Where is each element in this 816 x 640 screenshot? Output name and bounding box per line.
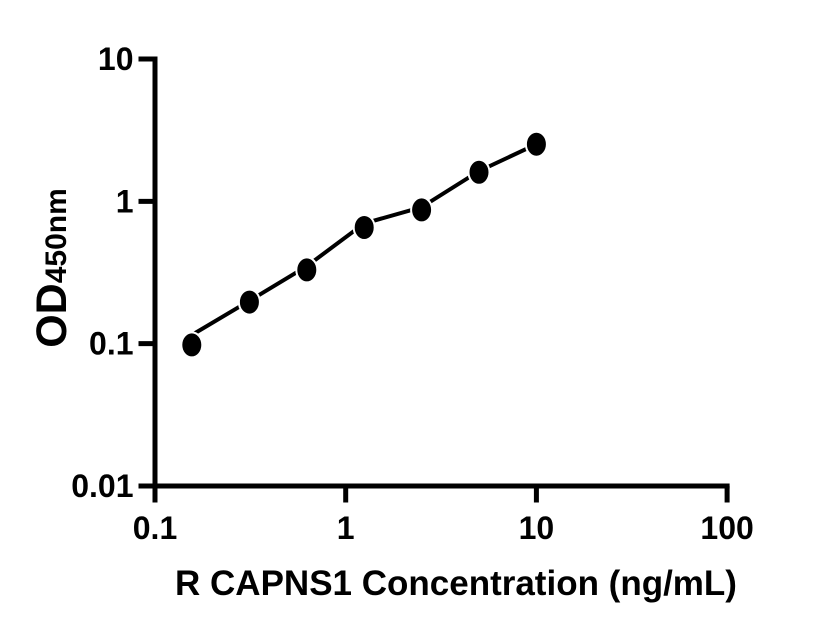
y-axis-title: OD450nm [28,188,76,348]
data-point-marker [467,158,491,186]
y-axis-tick-labels: 10 1 0.1 0.01 [71,41,133,504]
y-axis-title-subscript: 450nm [40,188,73,283]
x-axis-title: R CAPNS1 Concentration (ng/mL) [175,564,737,603]
data-point-markers [180,130,548,359]
data-point-marker [410,196,434,224]
y-tick-label: 0.01 [71,468,133,504]
y-tick-label: 0.1 [89,326,133,362]
x-tick-label: 10 [519,510,555,546]
x-axis-ticks [152,486,730,503]
data-point-marker [237,288,261,316]
data-point-marker [352,214,376,241]
x-tick-label: 100 [700,510,753,546]
data-point-marker [295,256,319,284]
x-axis-tick-labels: 0.1 1 10 100 [133,510,754,546]
y-axis-ticks [138,56,155,489]
y-tick-label: 10 [98,41,134,77]
x-tick-label: 1 [337,510,355,546]
y-tick-label: 1 [116,183,134,219]
data-point-marker [180,331,204,359]
y-axis-title-main: OD [28,283,76,348]
x-tick-label: 0.1 [133,510,177,546]
data-point-marker [524,130,548,158]
